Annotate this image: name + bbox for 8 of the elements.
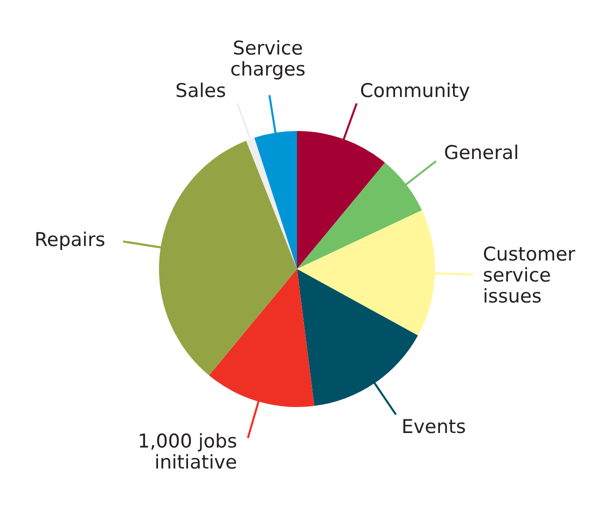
slice-label: Events — [402, 416, 466, 438]
slice-label: Service charges — [230, 37, 306, 80]
slice-label: General — [444, 142, 519, 164]
slice-label: Community — [360, 80, 470, 102]
slice-label: Customer service issues — [482, 244, 576, 308]
slice-label: Sales — [175, 80, 226, 102]
slice-label: Repairs — [34, 228, 106, 251]
slice-label: 1,000 jobs initiative — [138, 430, 238, 474]
